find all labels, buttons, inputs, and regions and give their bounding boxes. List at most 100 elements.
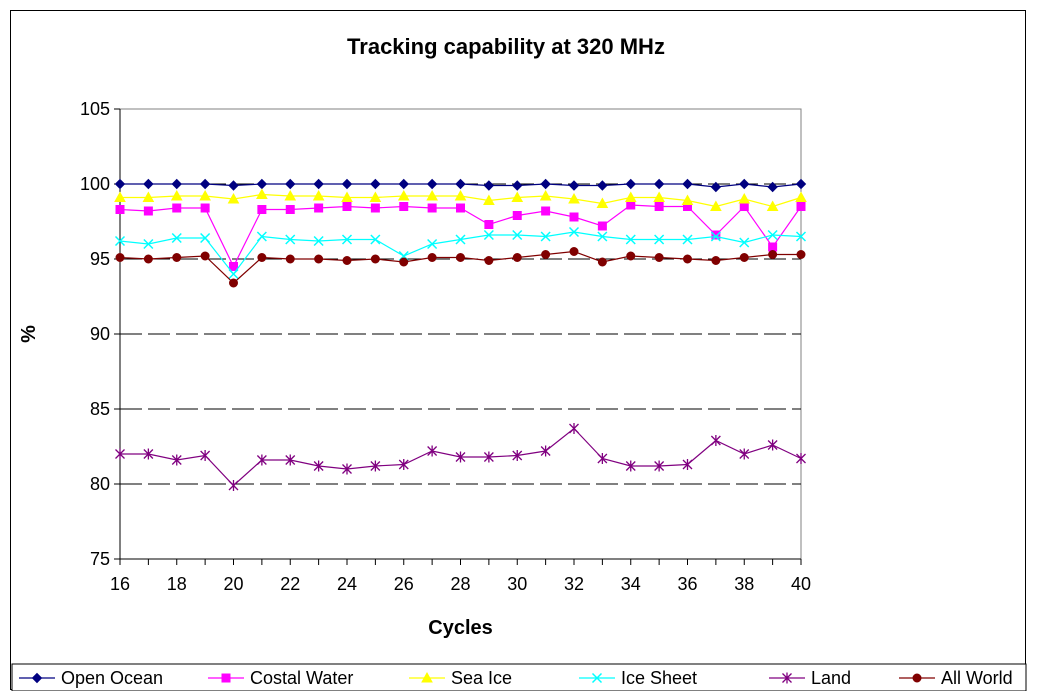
data-point — [512, 229, 523, 241]
series-group — [114, 178, 807, 491]
legend-marker — [31, 672, 43, 684]
data-point — [540, 231, 551, 242]
x-tick-label: 22 — [280, 574, 300, 594]
data-point — [711, 230, 721, 240]
data-point — [654, 460, 665, 472]
data-point — [143, 238, 154, 250]
data-point — [228, 480, 239, 491]
data-point — [257, 205, 267, 214]
legend-label: Costal Water — [250, 668, 353, 688]
data-point — [484, 256, 494, 265]
data-point — [314, 254, 324, 264]
data-point — [200, 450, 211, 461]
chart-title: Tracking capability at 320 MHz — [347, 34, 665, 59]
data-point — [512, 450, 523, 461]
data-point — [427, 238, 438, 250]
x-tick-label: 34 — [621, 574, 641, 594]
data-point — [229, 278, 238, 288]
data-point — [313, 235, 324, 247]
x-axis-label: Cycles — [428, 617, 493, 639]
data-point — [172, 203, 182, 213]
legend-item: Sea Ice — [409, 668, 512, 688]
legend: Open Ocean Costal Water Sea Ice Ice Sheet La… — [11, 663, 1027, 691]
data-point — [370, 234, 381, 245]
data-point — [654, 253, 664, 262]
data-point — [795, 231, 807, 242]
data-point — [739, 237, 750, 248]
data-point — [370, 203, 380, 213]
data-point — [342, 463, 352, 475]
data-point — [115, 448, 125, 460]
data-point — [795, 191, 807, 202]
y-tick-label: 100 — [80, 174, 110, 194]
data-point — [796, 250, 806, 259]
series-all-world — [115, 247, 806, 288]
data-point — [483, 229, 494, 241]
data-point — [285, 178, 296, 190]
data-point — [285, 234, 296, 245]
legend-label: Ice Sheet — [621, 668, 697, 688]
data-point — [200, 232, 211, 244]
legend-item: Ice Sheet — [579, 668, 697, 688]
data-point — [767, 229, 778, 241]
data-point — [172, 253, 182, 262]
x-tick-label: 18 — [167, 574, 187, 594]
legend-item: Costal Water — [208, 668, 353, 688]
y-tick-label: 85 — [90, 399, 110, 419]
data-point — [284, 189, 297, 201]
series-ice-sheet — [114, 226, 807, 280]
data-point — [710, 200, 722, 211]
data-point — [143, 178, 154, 190]
data-point — [313, 178, 324, 190]
data-point — [314, 203, 324, 213]
series-land — [115, 423, 806, 491]
data-point — [114, 235, 126, 247]
data-point — [397, 189, 410, 201]
data-point — [228, 180, 239, 191]
data-point — [683, 254, 692, 264]
legend-marker — [421, 671, 433, 683]
data-point — [398, 178, 409, 190]
x-tick-label: 38 — [734, 574, 754, 594]
data-point — [171, 178, 182, 190]
data-point — [597, 453, 608, 464]
legend-label: Open Ocean — [61, 668, 163, 688]
data-point — [682, 234, 693, 245]
data-point — [171, 232, 182, 244]
data-point — [568, 180, 580, 191]
data-point — [256, 454, 267, 466]
y-tick-label: 75 — [90, 549, 110, 569]
data-point — [540, 178, 551, 190]
legend-label: All World — [941, 668, 1013, 688]
data-point — [540, 445, 551, 457]
data-point — [710, 231, 721, 242]
data-point — [143, 254, 153, 264]
data-point — [199, 178, 211, 190]
chart: Tracking capability at 320 MHz 75 80 85 90 9… — [11, 34, 1027, 691]
data-point — [569, 423, 579, 434]
legend-item: Open Ocean — [19, 668, 163, 688]
data-point — [541, 250, 551, 259]
data-point — [342, 202, 352, 211]
data-point — [739, 178, 750, 190]
data-point — [341, 191, 353, 202]
data-point — [710, 181, 722, 193]
legend-marker — [591, 672, 603, 684]
data-point — [653, 191, 665, 202]
x-tick-label: 32 — [564, 574, 584, 594]
y-tick-label: 90 — [90, 324, 110, 344]
data-point — [142, 191, 155, 202]
data-point — [512, 253, 522, 262]
data-point — [624, 191, 637, 202]
legend-marker — [221, 673, 231, 683]
y-tick-label: 95 — [90, 249, 110, 269]
legend-item: Land — [769, 668, 851, 688]
data-point — [455, 178, 466, 190]
data-point — [370, 254, 380, 264]
data-point — [483, 194, 495, 205]
data-point — [767, 439, 778, 451]
data-point — [739, 253, 749, 262]
data-point — [767, 181, 778, 193]
data-point — [738, 192, 751, 204]
data-point — [483, 451, 494, 463]
